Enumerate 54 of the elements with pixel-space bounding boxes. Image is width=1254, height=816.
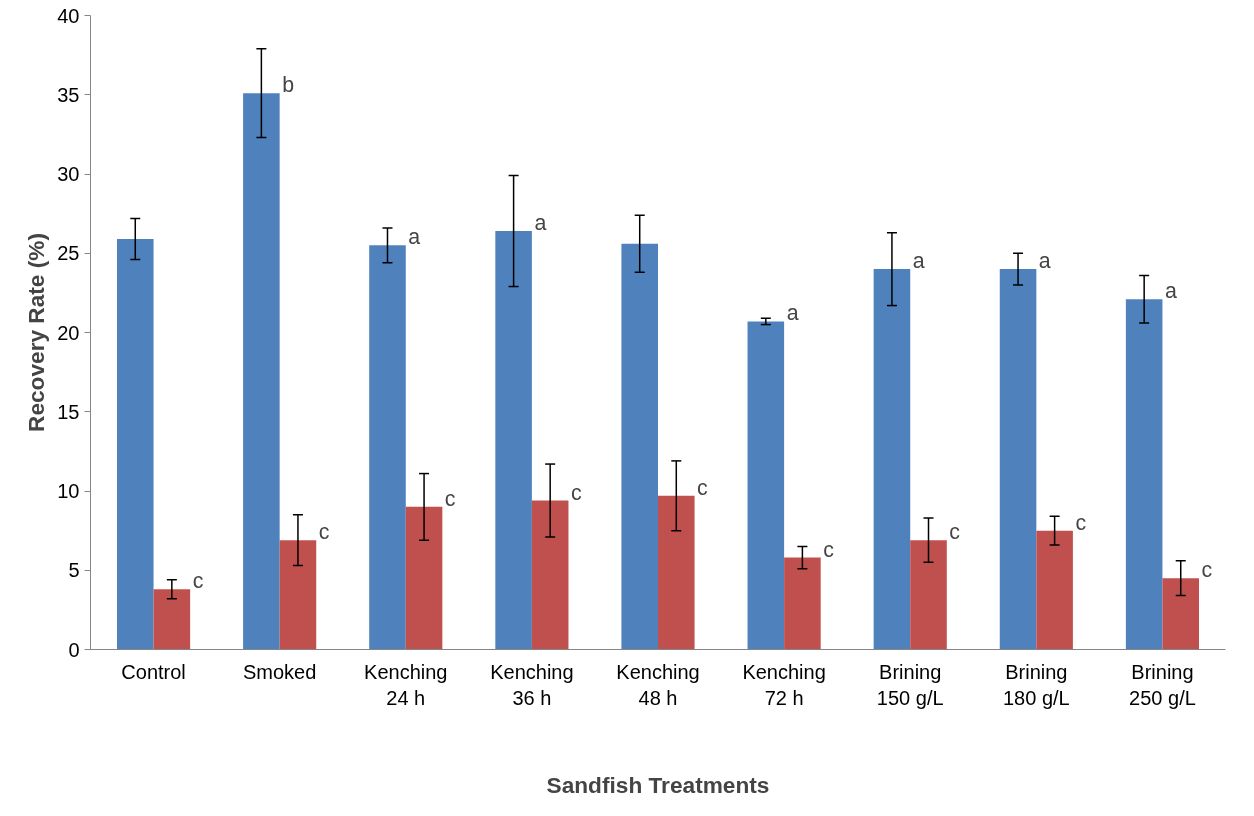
x-tick-label: Kenching 72 h xyxy=(742,660,826,709)
bar xyxy=(153,589,191,650)
annotation: b xyxy=(282,73,295,98)
annotation: c xyxy=(1075,510,1087,535)
bar xyxy=(747,321,785,650)
annotation: c xyxy=(697,475,709,500)
x-tick-label: Kenching 36 h xyxy=(490,660,574,709)
annotation: a xyxy=(912,249,925,274)
y-tick-label: 35 xyxy=(57,83,80,106)
bar xyxy=(116,238,154,650)
bar xyxy=(531,500,569,650)
annotation: a xyxy=(534,211,547,236)
x-tick-label: Smoked xyxy=(242,660,317,683)
x-axis-title: Sandfish Treatments xyxy=(546,771,770,798)
bar xyxy=(1125,299,1163,650)
x-tick-label: Kenching 24 h xyxy=(364,660,448,709)
bar xyxy=(873,269,911,650)
y-tick-label: 40 xyxy=(57,4,80,27)
x-tick-label: Kenching 48 h xyxy=(616,660,700,709)
x-tick-label: Brining 180 g/L xyxy=(1002,660,1070,709)
annotation: a xyxy=(786,301,799,326)
bar xyxy=(784,557,821,650)
bar xyxy=(279,540,317,650)
y-tick-label: 30 xyxy=(57,163,80,185)
y-axis-title: Recovery Rate (%) xyxy=(23,233,50,432)
annotation: c xyxy=(570,480,582,505)
annotation: c xyxy=(444,486,456,511)
annotation: c xyxy=(949,520,961,545)
bar xyxy=(999,269,1037,650)
bar xyxy=(243,93,280,650)
annotation: a xyxy=(1038,249,1051,274)
x-tick-label: Control xyxy=(121,660,186,683)
annotation: c xyxy=(823,537,835,562)
bar xyxy=(369,245,406,650)
y-tick-label: 25 xyxy=(57,242,80,265)
y-tick-label: 15 xyxy=(57,400,80,423)
bar xyxy=(1162,578,1200,650)
annotation: a xyxy=(1164,279,1177,304)
bar xyxy=(658,495,695,650)
y-tick-label: 0 xyxy=(68,638,80,661)
bar xyxy=(1036,530,1073,650)
y-tick-label: 5 xyxy=(68,559,80,582)
x-tick-label: Brining 150 g/L xyxy=(876,660,944,709)
bar xyxy=(621,243,658,650)
y-tick-label: 10 xyxy=(57,480,80,502)
annotation: c xyxy=(192,569,204,594)
bar xyxy=(495,231,532,650)
bar xyxy=(910,540,947,650)
x-tick-label: Brining 250 g/L xyxy=(1129,660,1196,709)
annotation: c xyxy=(1201,558,1213,583)
annotation: c xyxy=(318,520,330,545)
annotation: a xyxy=(408,225,421,250)
y-tick-label: 20 xyxy=(57,321,80,344)
bar xyxy=(405,506,443,650)
